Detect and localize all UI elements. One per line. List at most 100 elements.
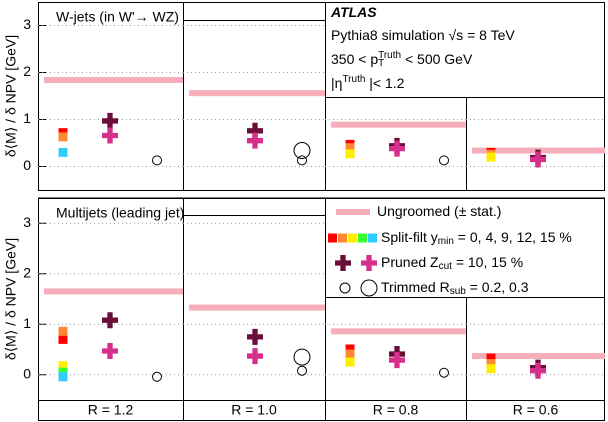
ungroomed-band [44,288,183,295]
y-tick-label: 3 [23,16,31,32]
split-filt-marker [58,361,68,371]
legend-swatch [348,233,357,243]
split-filt-marker [58,367,68,377]
annotation: |ηTruth |< 1.2 [331,74,405,91]
split-filt-marker [345,349,355,359]
text-part: Ungroomed (± stat.) [377,203,501,219]
ungroomed-band [189,90,325,97]
legend-swatch [368,233,377,243]
x-tick-label: R = 0.6 [513,402,559,418]
legend-swatch [335,255,352,272]
text-part: Truth [342,74,365,85]
y-tick-label: 0 [23,365,31,381]
text-part: Pythia8 simulation √s = 8 TeV [331,27,515,43]
legend-swatch [360,279,378,297]
pruned-marker [102,312,119,329]
text-part: Truth [378,50,401,61]
y-tick-label: 3 [23,214,31,230]
trimmed-marker [152,155,162,166]
split-filt-marker [58,132,68,142]
ungroomed-band [189,304,325,311]
pruned-marker [102,127,119,144]
y-tick-label: 1 [23,315,31,331]
legend-label: Ungroomed (± stat.) [377,203,501,219]
text-part: T [378,58,384,69]
ungroomed-band [331,121,466,128]
y-tick-label: 0 [23,157,31,173]
legend-swatch [339,282,351,294]
pruned-marker [530,362,546,379]
text-part: cut [439,261,453,272]
x-tick-label: R = 0.8 [373,402,419,418]
panel-title: Multijets (leading jet) [56,205,184,221]
trimmed-marker [293,348,311,366]
y-tick-label: 2 [23,63,31,79]
split-filt-marker [58,147,68,157]
text-part: = 0.2, 0.3 [466,279,529,295]
trimmed-marker [439,155,449,166]
split-filt-marker [345,149,355,159]
trimmed-marker [297,155,307,166]
x-tick-label: R = 1.0 [231,402,277,418]
trimmed-marker [152,371,162,382]
annotation: 350 < pTTruth < 500 GeV [331,50,473,69]
x-tick-label: R = 1.2 [88,402,134,418]
text-part: |< 1.2 [365,75,404,91]
split-filt-marker [58,372,68,382]
y-axis-label: δ⟨M⟩ / δ NPV [GeV] [3,35,19,157]
split-filt-marker [345,143,355,153]
pruned-marker [247,132,263,149]
y-tick-label: 2 [23,264,31,280]
split-filt-marker [486,359,496,369]
split-filt-marker [345,357,355,367]
pruned-marker [102,112,119,129]
trimmed-marker [297,365,307,376]
panel-gap [38,190,605,198]
legend-swatch [338,233,347,243]
text-part: |η [331,75,342,91]
legend-label: Trimmed Rsub = 0.2, 0.3 [381,279,529,297]
ungroomed-band [472,353,605,360]
legend-swatch [358,233,367,243]
info-box [325,2,605,98]
split-filt-marker [345,344,355,354]
split-filt-marker [486,152,496,162]
text-part: ATLAS [330,4,377,20]
legend-swatch [361,255,378,272]
split-filt-marker [486,353,496,363]
text-part: < 500 GeV [401,51,473,67]
split-filt-marker [58,334,68,344]
pruned-marker [247,122,263,139]
annotation: ATLAS [330,4,377,20]
legend-label: Split-filt ymin = 0, 4, 9, 12, 15 % [381,229,572,247]
trimmed-marker [293,142,311,160]
pruned-marker [389,140,406,157]
legend-box [325,198,605,298]
text-part: Split-filt y [381,229,438,245]
text-part: 350 < p [331,51,378,67]
ungroomed-band [331,328,466,335]
pruned-marker [247,348,263,365]
y-tick-label: 1 [23,110,31,126]
split-filt-marker [486,364,496,374]
text-part: = 0, 4, 9, 12, 15 % [454,229,572,245]
y-axis-label: δ⟨M⟩ / δ NPV [GeV] [3,238,19,360]
text-part: min [438,236,454,247]
text-part: sub [450,286,467,297]
trimmed-marker [439,367,449,378]
panel-title: W-jets (in W'→ WZ) [56,9,179,25]
text-part: Trimmed R [381,279,450,295]
legend-swatch [328,233,337,243]
legend-swatch [336,209,370,215]
pruned-marker [247,328,263,345]
pruned-marker [530,151,546,168]
split-filt-marker [58,326,68,336]
legend-label: Pruned Zcut = 10, 15 % [381,254,523,272]
pruned-marker [102,343,119,360]
text-part: Pruned Z [381,254,439,270]
annotation: Pythia8 simulation √s = 8 TeV [331,27,515,43]
text-part: = 10, 15 % [452,254,523,270]
ungroomed-band [44,77,183,84]
pruned-marker [389,352,406,369]
